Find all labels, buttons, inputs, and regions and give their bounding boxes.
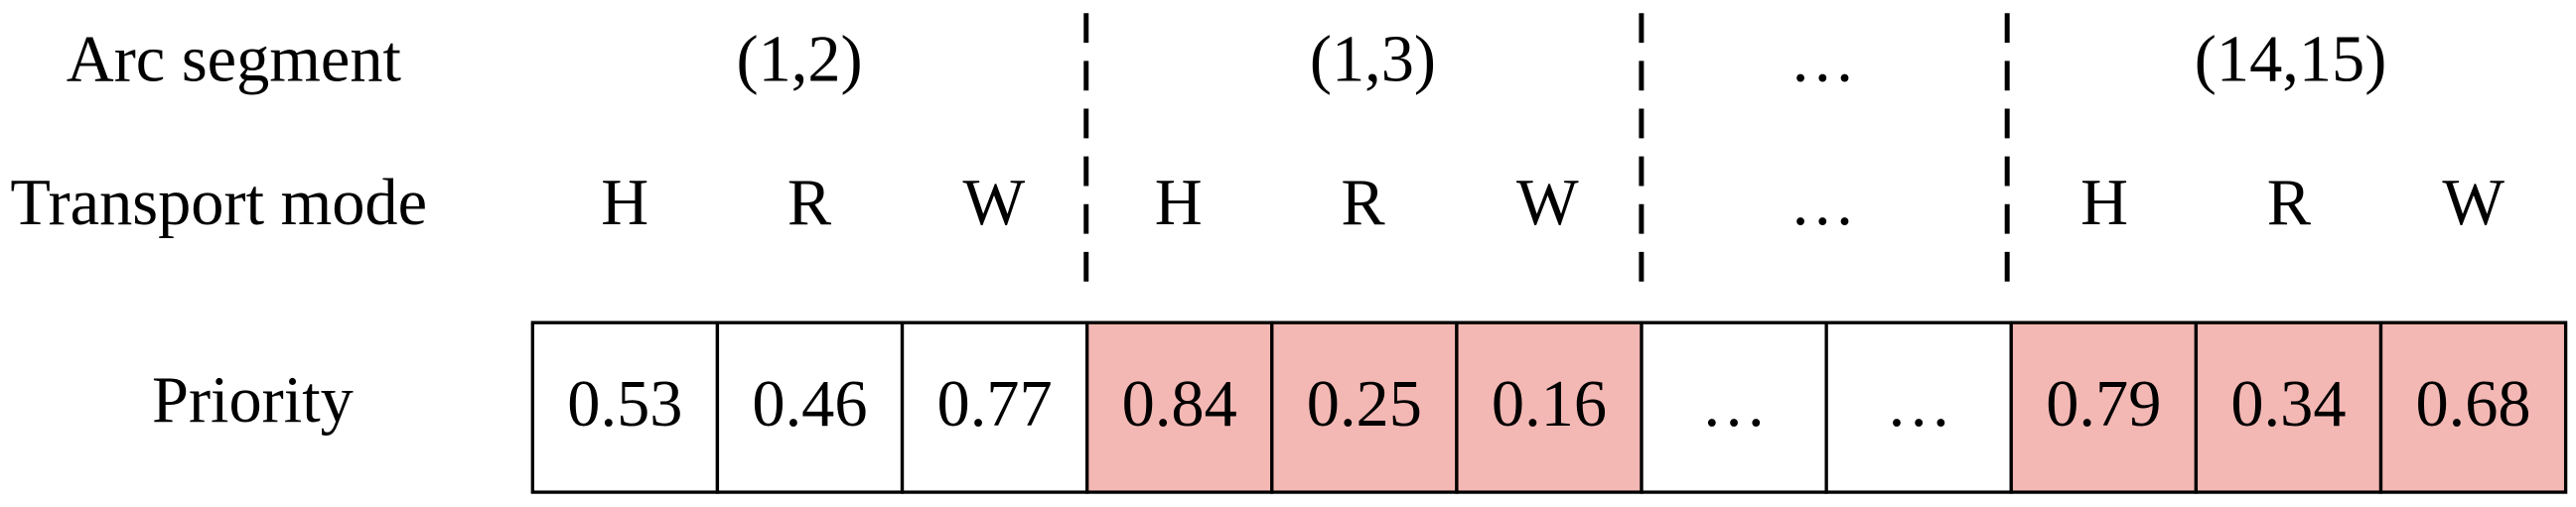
transport-mode: R [1341, 167, 1385, 239]
transport-mode: H [601, 167, 648, 239]
priority-value: 0.16 [1492, 368, 1607, 441]
transport-mode: H [2080, 167, 2128, 239]
transport-mode: W [1516, 167, 1579, 239]
priority-value: 0.34 [2230, 368, 2346, 441]
priority-cell [2378, 320, 2568, 494]
priority-value: 0.77 [937, 368, 1053, 441]
priority-value: 0.53 [567, 368, 682, 441]
transport-mode: R [787, 167, 832, 239]
priority-cell [1640, 320, 1828, 494]
priority-value: … [1701, 368, 1767, 441]
arc-segment: … [1789, 24, 1855, 96]
row-label: Transport mode [10, 167, 427, 239]
row-label: Arc segment [67, 24, 402, 96]
priority-value: 0.25 [1307, 368, 1422, 441]
transport-mode: R [2267, 167, 2312, 239]
priority-cell [2194, 320, 2383, 494]
priority-value: 0.84 [1122, 368, 1237, 441]
priority-cell [2009, 320, 2199, 494]
priority-cell [715, 320, 905, 494]
arc-segment: (14,15) [2195, 24, 2387, 96]
priority-cell [530, 320, 720, 494]
priority-value: 0.46 [752, 368, 867, 441]
transport-mode: … [1789, 167, 1855, 239]
transport-mode: W [2442, 167, 2504, 239]
priority-value: 0.79 [2046, 368, 2161, 441]
priority-cell [900, 320, 1089, 494]
transport-mode: W [963, 167, 1026, 239]
priority-value: 0.68 [2415, 368, 2530, 441]
arc-segment: (1,2) [737, 24, 863, 96]
priority-cell [1455, 320, 1644, 494]
priority-cell [1270, 320, 1459, 494]
separators [1083, 13, 2010, 284]
priority-cell [1824, 320, 2013, 494]
arc-segment: (1,3) [1310, 24, 1436, 96]
row-label: Priority [152, 364, 354, 437]
transport-mode: H [1155, 167, 1203, 239]
priority-value: … [1886, 368, 1951, 441]
